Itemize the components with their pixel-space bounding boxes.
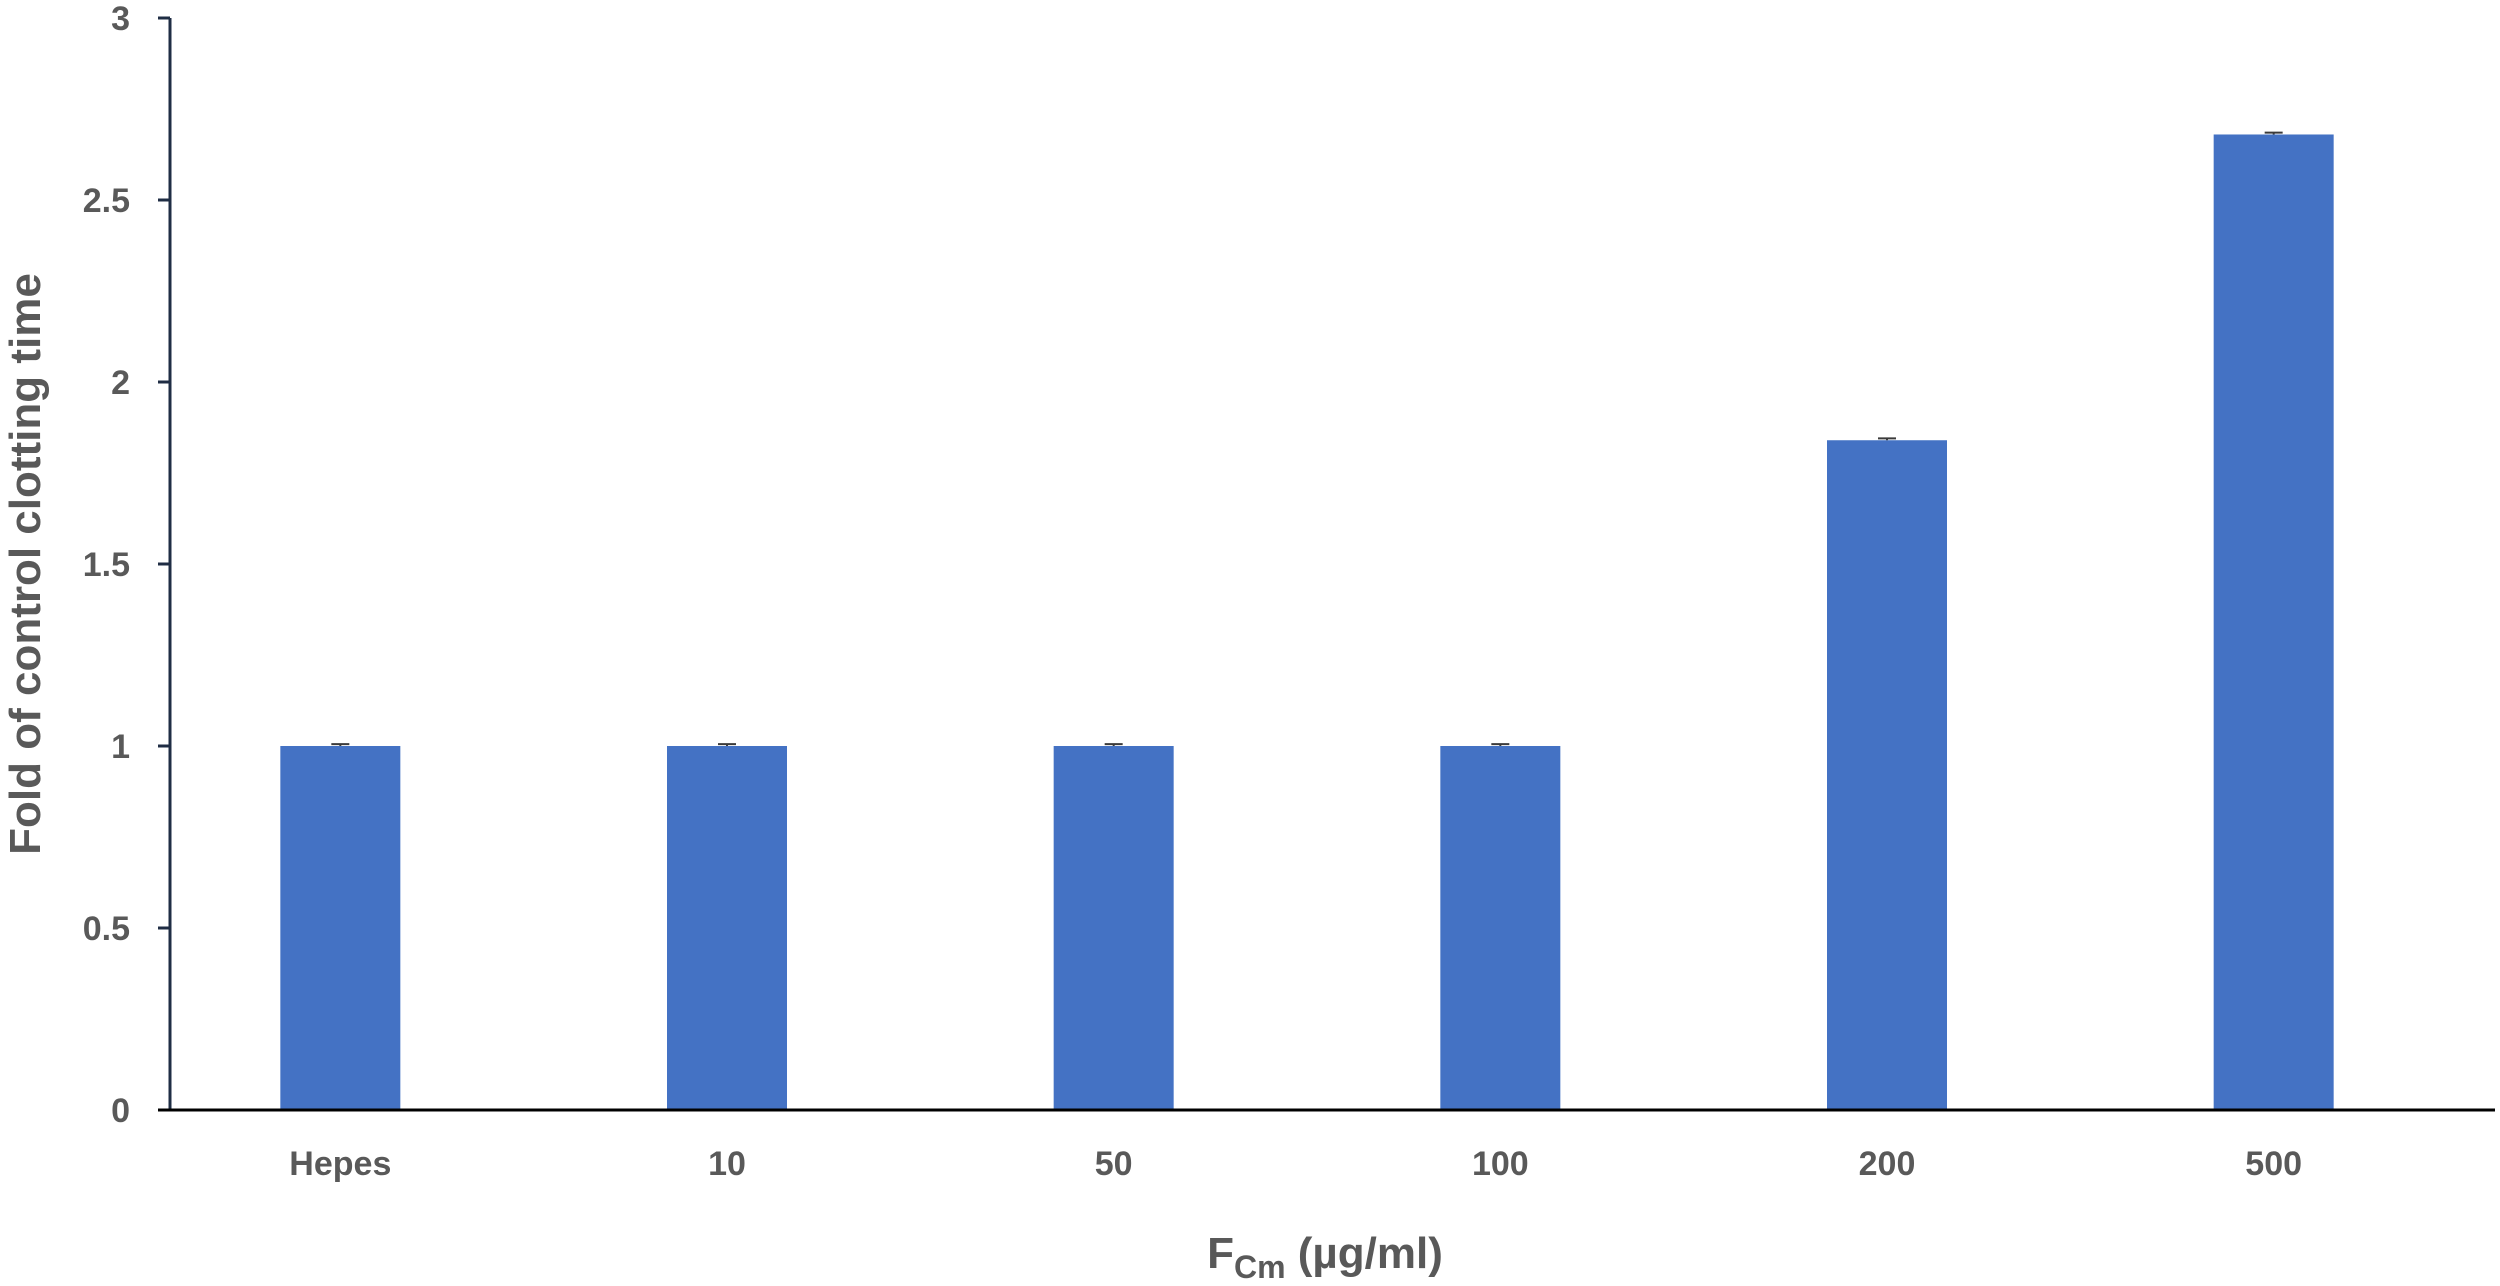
x-axis-title: FCm (µg/ml) bbox=[1207, 1229, 1443, 1285]
x-tick-label: 500 bbox=[2245, 1145, 2302, 1183]
x-axis-title-subscript: Cm bbox=[1234, 1249, 1286, 1285]
error-bars-group bbox=[331, 131, 2283, 746]
bar bbox=[280, 746, 401, 1110]
x-axis-title-main: F bbox=[1207, 1229, 1234, 1278]
y-tick-label: 0.5 bbox=[83, 910, 130, 948]
x-axis-title-units: (µg/ml) bbox=[1286, 1229, 1443, 1278]
x-tick-label: Hepes bbox=[289, 1145, 391, 1183]
x-axis-tick-labels: Hepes 10 50 100 200 500 bbox=[289, 1145, 2302, 1183]
x-tick-label: 200 bbox=[1859, 1145, 1916, 1183]
y-tick-label: 3 bbox=[111, 0, 130, 38]
y-tick-label: 1 bbox=[111, 728, 130, 766]
y-axis-ticks: 0 0.5 1 1.5 2 2.5 3 bbox=[83, 0, 170, 1130]
y-axis-title: Fold of control clotting time bbox=[1, 273, 50, 855]
bar bbox=[667, 746, 787, 1110]
bar bbox=[1053, 746, 1174, 1110]
x-tick-label: 100 bbox=[1472, 1145, 1529, 1183]
y-tick-label: 2.5 bbox=[83, 182, 130, 220]
x-tick-label: 10 bbox=[708, 1145, 746, 1183]
y-tick-label: 0 bbox=[111, 1092, 130, 1130]
y-tick-label: 2 bbox=[111, 364, 130, 402]
x-tick-label: 50 bbox=[1095, 1145, 1133, 1183]
bar bbox=[1827, 440, 1947, 1110]
bars-group bbox=[280, 134, 2334, 1111]
bar bbox=[1440, 746, 1561, 1110]
y-tick-label: 1.5 bbox=[83, 546, 130, 584]
bar bbox=[2213, 134, 2334, 1111]
